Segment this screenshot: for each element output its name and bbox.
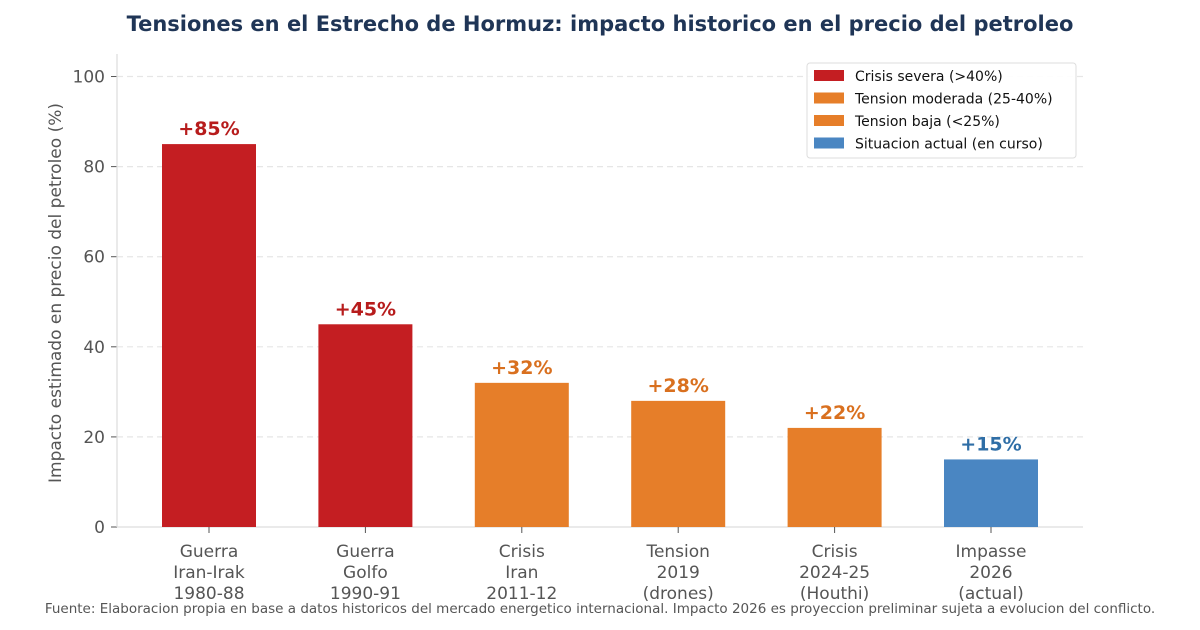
y-tick-label: 0 bbox=[94, 518, 105, 538]
x-tick-label: (Houthi) bbox=[800, 584, 869, 604]
y-tick-label: 80 bbox=[83, 158, 105, 178]
bar-value-label: +15% bbox=[960, 433, 1021, 455]
y-tick-label: 60 bbox=[83, 248, 105, 268]
data-labels: +85% +45% +32% +28% +22% +15% bbox=[178, 118, 1021, 455]
x-tick-label: Guerra bbox=[336, 542, 395, 562]
legend-swatch bbox=[814, 92, 844, 104]
legend-box bbox=[806, 62, 1077, 159]
x-tick-label: 1990-91 bbox=[330, 584, 401, 604]
x-tick-label: Iran-Irak bbox=[173, 563, 245, 583]
y-tick-label: 100 bbox=[73, 68, 105, 88]
x-tick-label: Iran bbox=[505, 563, 538, 583]
x-tick-label: 1980-88 bbox=[173, 584, 244, 604]
bars bbox=[162, 144, 1038, 527]
axes: 0 20 40 60 80 100 bbox=[73, 54, 1083, 538]
x-tick-label: Crisis bbox=[812, 542, 858, 562]
x-tick-label: 2026 bbox=[969, 563, 1012, 583]
bar bbox=[162, 144, 256, 527]
x-tick-label: Impasse bbox=[956, 542, 1027, 562]
y-axis-label: Impacto estimado en precio del petroleo … bbox=[46, 103, 66, 483]
legend-label: Crisis severa (>40%) bbox=[855, 69, 1003, 85]
bar-value-label: +22% bbox=[804, 402, 865, 424]
grid-lines bbox=[117, 75, 1083, 438]
legend-swatch bbox=[814, 70, 844, 81]
x-tick-label: 2011-12 bbox=[486, 584, 557, 604]
x-tick-label: 2024-25 bbox=[799, 563, 870, 583]
y-tick-label: 40 bbox=[83, 338, 105, 358]
bar bbox=[944, 459, 1038, 527]
y-tick-label: 20 bbox=[83, 428, 105, 448]
x-tick-label: Golfo bbox=[343, 563, 388, 583]
legend: Crisis severa (>40%) Tension moderada (25… bbox=[806, 62, 1077, 159]
bar-value-label: +45% bbox=[335, 298, 396, 320]
bar-value-label: +28% bbox=[647, 375, 708, 397]
x-tick-label: Tension bbox=[645, 542, 709, 562]
bar-value-label: +85% bbox=[178, 118, 239, 140]
bar bbox=[631, 400, 726, 527]
x-tick-label: Guerra bbox=[180, 542, 239, 562]
legend-label: Tension baja (<25%) bbox=[854, 114, 1000, 130]
bar bbox=[474, 382, 569, 527]
category-labels: GuerraIran-Irak1980-88GuerraGolfo1990-91… bbox=[173, 542, 1026, 604]
x-tick-label: Crisis bbox=[499, 542, 545, 562]
bar-value-label: +32% bbox=[491, 357, 552, 379]
bar bbox=[318, 324, 413, 527]
chart-title: Tensiones en el Estrecho de Hormuz: impa… bbox=[127, 12, 1074, 36]
x-tick-label: 2019 bbox=[657, 563, 700, 583]
legend-label: Situacion actual (en curso) bbox=[855, 137, 1043, 153]
source-footnote: Fuente: Elaboracion propia en base a dat… bbox=[45, 601, 1155, 617]
x-tick-label: (actual) bbox=[958, 584, 1024, 604]
legend-label: Tension moderada (25-40%) bbox=[854, 92, 1053, 108]
bar bbox=[787, 427, 882, 527]
x-tick-label: (drones) bbox=[643, 584, 714, 604]
legend-swatch bbox=[814, 137, 844, 149]
legend-swatch bbox=[814, 115, 844, 126]
